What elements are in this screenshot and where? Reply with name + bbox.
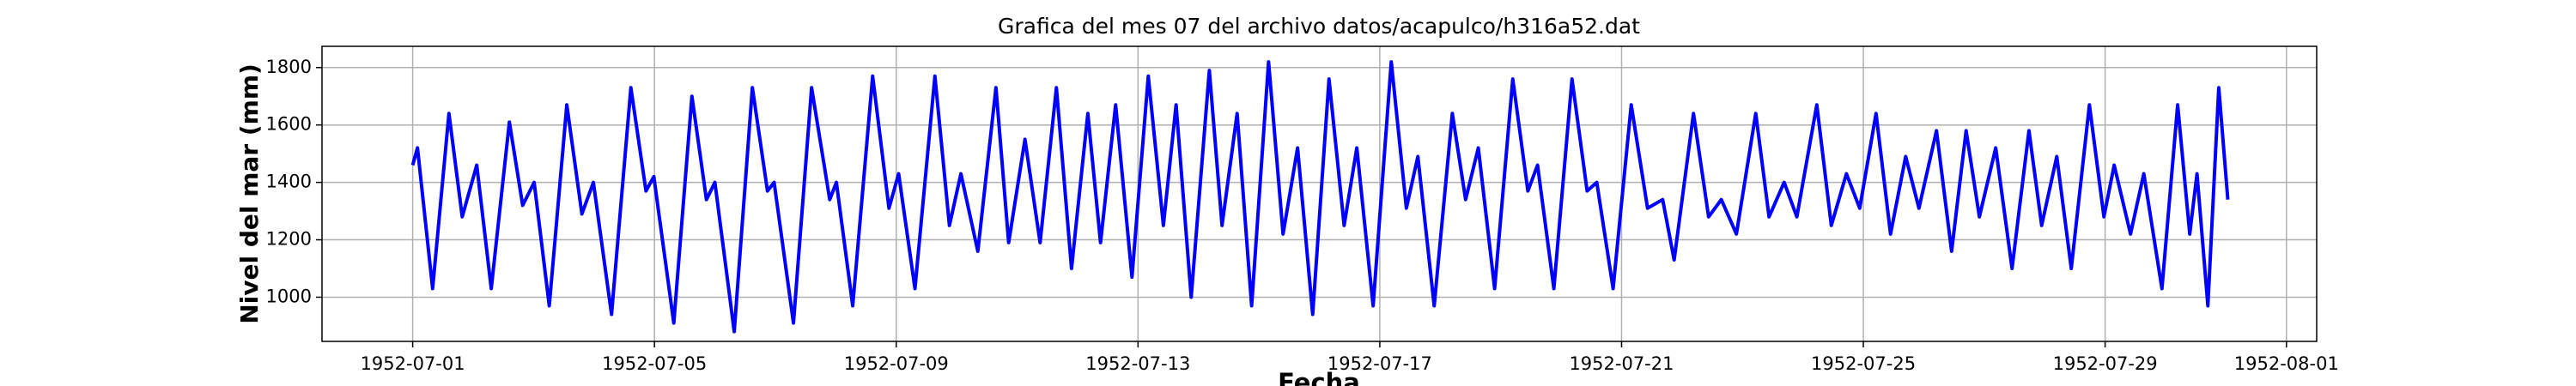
y-tick-label: 1800	[266, 57, 312, 77]
plot-frame	[321, 45, 2318, 342]
x-tick-label: 1952-07-01	[361, 353, 465, 374]
x-axis-label: Fecha	[1278, 368, 1360, 386]
y-tick-label: 1000	[266, 286, 312, 306]
chart-title: Grafica del mes 07 del archivo datos/aca…	[998, 14, 1640, 39]
x-tick-label: 1952-07-25	[1811, 353, 1916, 374]
x-tick-label: 1952-07-09	[844, 353, 949, 374]
y-tick-label: 1400	[266, 172, 312, 192]
x-tick-label: 1952-07-29	[2053, 353, 2158, 374]
x-tick-label: 1952-07-05	[602, 353, 707, 374]
y-tick-label: 1200	[266, 229, 312, 250]
y-axis-label: Nivel del mar (mm)	[235, 63, 264, 324]
x-tick-label: 1952-07-13	[1085, 353, 1190, 374]
x-tick-label: 1952-07-17	[1327, 353, 1432, 374]
data-line	[410, 60, 2230, 334]
y-tick-label: 1600	[266, 114, 312, 135]
x-tick-label: 1952-07-21	[1569, 353, 1674, 374]
x-tick-label: 1952-08-01	[2234, 353, 2339, 374]
